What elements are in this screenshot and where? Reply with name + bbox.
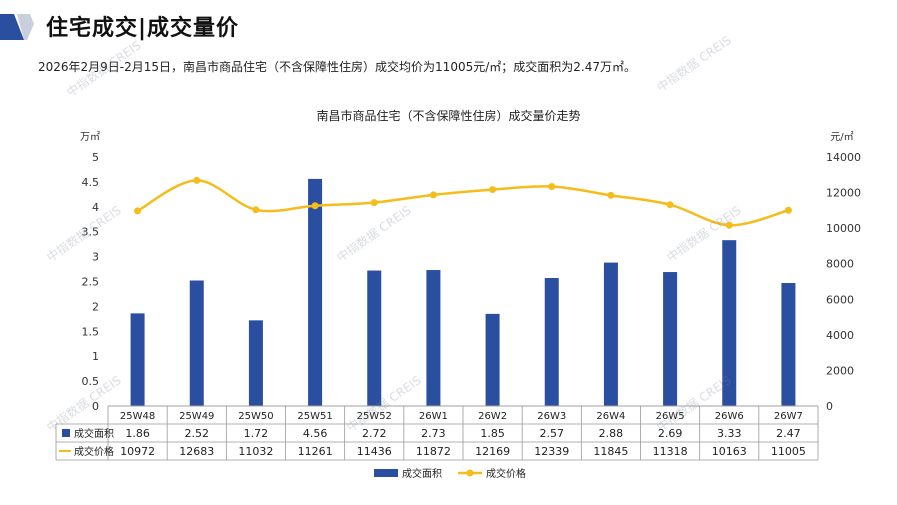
price-point-26W2 — [489, 186, 497, 194]
price-point-26W1 — [429, 191, 437, 199]
price-point-25W50 — [252, 206, 260, 214]
table-cell-area: 2.52 — [185, 427, 210, 440]
table-legend-key-bar — [62, 429, 70, 437]
price-point-26W7 — [784, 206, 792, 214]
left-axis-tick-label: 4 — [92, 201, 99, 214]
right-axis-tick-label: 12000 — [826, 187, 861, 200]
right-axis-unit: 元/㎡ — [830, 131, 853, 143]
price-line — [136, 179, 789, 227]
table-cell-area: 1.85 — [480, 427, 505, 440]
chart-title: 南昌市商品住宅（不含保障性住房）成交量价走势 — [316, 109, 581, 123]
left-axis-unit: 万㎡ — [80, 131, 100, 143]
price-point-26W4 — [607, 191, 615, 199]
left-axis-tick-label: 3 — [92, 251, 99, 264]
bar-area-26W6 — [722, 240, 737, 406]
table-cell-area: 4.56 — [303, 427, 328, 440]
summary-text: 2026年2月9日-2月15日，南昌市商品住宅（不含保障性住房）成交均价为110… — [38, 60, 636, 74]
left-axis-tick-label: 0 — [92, 400, 99, 413]
bar-area-26W5 — [663, 272, 678, 406]
table-cell-price: 12169 — [475, 445, 510, 458]
bar-area-25W51 — [308, 178, 323, 406]
legend-key-area — [374, 469, 398, 477]
x-axis-category-label: 25W51 — [297, 411, 332, 422]
right-axis-tick-label: 0 — [826, 400, 833, 413]
table-cell-area: 1.86 — [125, 427, 150, 440]
table-cell-price: 12339 — [534, 445, 569, 458]
right-axis-tick-label: 8000 — [826, 258, 854, 271]
table-cell-price: 11261 — [298, 445, 333, 458]
right-axis-tick-label: 14000 — [826, 151, 861, 164]
table-cell-area: 2.69 — [658, 427, 683, 440]
x-axis-category-label: 25W52 — [357, 411, 392, 422]
price-point-26W5 — [666, 201, 674, 209]
right-axis-tick-label: 6000 — [826, 293, 854, 306]
price-point-25W52 — [370, 199, 378, 207]
legend-label-price: 成交价格 — [486, 467, 526, 480]
x-axis-category-label: 25W50 — [238, 411, 273, 422]
x-axis-category-label: 26W4 — [596, 411, 625, 422]
left-axis-tick-label: 4.5 — [82, 176, 100, 189]
bar-area-26W2 — [485, 313, 500, 406]
table-cell-area: 2.72 — [362, 427, 387, 440]
x-axis-category-label: 26W1 — [419, 411, 448, 422]
left-axis-tick-label: 3.5 — [82, 226, 100, 239]
left-axis-tick-label: 1.5 — [82, 325, 100, 338]
table-cell-area: 2.88 — [599, 427, 624, 440]
price-point-25W48 — [134, 207, 142, 215]
table-cell-price: 11872 — [416, 445, 451, 458]
price-point-25W49 — [193, 176, 201, 184]
bar-area-26W1 — [426, 270, 441, 406]
x-axis-category-label: 26W5 — [656, 411, 685, 422]
legend-label-area: 成交面积 — [402, 467, 442, 480]
bar-area-25W50 — [248, 320, 263, 406]
x-axis-category-label: 26W7 — [774, 411, 803, 422]
table-cell-price: 11318 — [653, 445, 688, 458]
table-cell-price: 12683 — [179, 445, 214, 458]
x-axis-category-label: 25W49 — [179, 411, 214, 422]
left-axis-tick-label: 5 — [92, 151, 99, 164]
left-axis-tick-label: 0.5 — [82, 375, 100, 388]
x-axis-category-label: 26W2 — [478, 411, 507, 422]
bar-area-26W7 — [781, 282, 796, 406]
table-cell-area: 2.47 — [776, 427, 801, 440]
left-axis-tick-label: 1 — [92, 350, 99, 363]
table-cell-price: 11845 — [593, 445, 628, 458]
price-point-26W3 — [548, 183, 556, 191]
table-cell-price: 11032 — [238, 445, 273, 458]
right-axis-tick-label: 4000 — [826, 329, 854, 342]
bar-area-25W52 — [367, 270, 382, 406]
table-cell-price: 11005 — [771, 445, 806, 458]
bar-area-25W49 — [189, 280, 204, 406]
page-title: 住宅成交|成交量价 — [46, 16, 240, 41]
header-accent-mark — [0, 14, 34, 40]
bar-area-26W4 — [603, 262, 618, 406]
x-axis-category-label: 25W48 — [120, 411, 155, 422]
table-cell-area: 3.33 — [717, 427, 742, 440]
bar-area-25W48 — [130, 313, 145, 406]
table-row-header-area: 成交面积 — [74, 427, 114, 440]
price-point-25W51 — [311, 202, 319, 210]
table-cell-area: 2.57 — [540, 427, 565, 440]
table-cell-price: 11436 — [357, 445, 392, 458]
right-axis-tick-label: 2000 — [826, 364, 854, 377]
legend-key-price-dot — [466, 469, 474, 477]
bar-area-26W3 — [544, 278, 559, 406]
x-axis-category-label: 26W3 — [537, 411, 566, 422]
table-cell-area: 2.73 — [421, 427, 446, 440]
x-axis-category-label: 26W6 — [715, 411, 744, 422]
table-cell-price: 10972 — [120, 445, 155, 458]
left-axis-tick-label: 2 — [92, 300, 99, 313]
right-axis-tick-label: 10000 — [826, 222, 861, 235]
price-point-26W6 — [725, 221, 733, 229]
table-row-header-price: 成交价格 — [74, 445, 114, 458]
table-cell-area: 1.72 — [244, 427, 269, 440]
left-axis-tick-label: 2.5 — [82, 276, 100, 289]
table-cell-price: 10163 — [712, 445, 747, 458]
